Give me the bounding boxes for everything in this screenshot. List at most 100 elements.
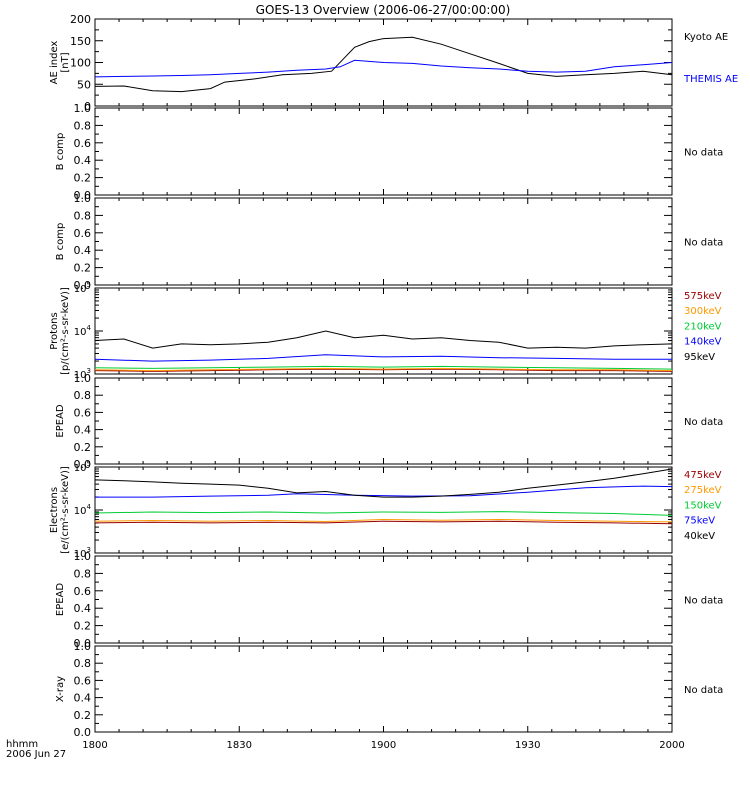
y-tick-label: 0.6 xyxy=(74,227,92,240)
no-data-label: No data xyxy=(684,596,723,607)
series-line-themis-ae xyxy=(95,59,672,78)
panel-frame xyxy=(94,377,673,465)
y-tick-label: 0.0 xyxy=(74,637,92,650)
y-tick-label: 1.0 xyxy=(74,550,92,563)
y-tick-label: 1.0 xyxy=(74,102,92,115)
y-tick-label: 0.8 xyxy=(74,389,92,402)
legend-label: 150keV xyxy=(684,500,722,511)
y-tick-label: 0.2 xyxy=(74,441,92,454)
y-tick-label: 1.0 xyxy=(74,192,92,205)
panel-xray: 0.0 0.2 0.4 0.6 0.8 1.0 X-ray No data xyxy=(55,640,723,739)
series-group xyxy=(95,330,672,372)
y-axis-label: AE index xyxy=(49,41,60,85)
panel-frame xyxy=(94,555,673,644)
y-tick-label: 0.6 xyxy=(74,137,92,150)
panel-epead1: 0.0 0.2 0.4 0.6 0.8 1.0 EPEAD No data xyxy=(55,372,723,471)
figure-title: GOES-13 Overview (2006-06-27/00:00:00) xyxy=(256,3,511,17)
y-tick-label: 0.0 xyxy=(74,726,92,739)
y-tick-label: 0.2 xyxy=(74,709,92,722)
y-tick-label: 100 xyxy=(70,57,91,70)
y-axis-label: B comp xyxy=(55,223,66,261)
y-tick-label: 0.4 xyxy=(74,692,92,705)
time-tick-label: 1900 xyxy=(371,740,396,751)
panel-epead2: 0.0 0.2 0.4 0.6 0.8 1.0 EPEAD No data xyxy=(55,550,723,650)
y-tick-exponent: 5 xyxy=(87,281,91,289)
legend-label: 140keV xyxy=(684,337,722,348)
series-line-210kev xyxy=(95,365,672,370)
series-line-300kev xyxy=(95,367,672,372)
y-tick-exponent: 3 xyxy=(87,546,91,554)
y-tick-label: 200 xyxy=(70,13,91,26)
y-tick-exponent: 4 xyxy=(87,503,92,511)
y-tick-label: 150 xyxy=(70,35,91,48)
series-line-kyoto-ae xyxy=(95,36,672,93)
y-tick-label: 0.0 xyxy=(74,279,92,292)
series-group xyxy=(95,468,672,525)
no-data-label: No data xyxy=(684,417,723,428)
panel-frame xyxy=(94,107,673,196)
y-tick-exponent: 4 xyxy=(87,324,92,332)
legend-label: 275keV xyxy=(684,485,722,496)
legend-label: 95keV xyxy=(684,352,715,363)
no-data-label: No data xyxy=(684,238,723,249)
y-tick-label: 0.2 xyxy=(74,172,92,185)
series-line-75kev xyxy=(95,485,672,498)
y-axis-label: [nT] xyxy=(60,52,71,72)
y-tick-exponent: 5 xyxy=(87,460,91,468)
y-tick-label: 0.8 xyxy=(74,209,92,222)
y-tick-label: 0.0 xyxy=(74,458,92,471)
y-axis-label: Protons xyxy=(49,312,60,349)
no-data-label: No data xyxy=(684,685,723,696)
y-tick-label: 0.0 xyxy=(74,189,92,202)
y-tick-label: 0.6 xyxy=(74,674,92,687)
y-tick-label: 0.4 xyxy=(74,602,92,615)
legend-label: 40keV xyxy=(684,531,715,542)
y-axis-label: X-ray xyxy=(55,676,66,702)
y-tick-label: 0.6 xyxy=(74,585,92,598)
series-line-140kev xyxy=(95,354,672,362)
legend-label: 575keV xyxy=(684,291,722,302)
series-line-150kev xyxy=(95,511,672,516)
legend-label: 475keV xyxy=(684,470,722,481)
y-tick-label: 1.0 xyxy=(74,640,92,653)
y-axis-label: EPEAD xyxy=(55,583,66,617)
time-tick-label: 1930 xyxy=(515,740,540,751)
y-axis-label: EPEAD xyxy=(55,404,66,438)
y-axis-label: [e/(cm²-s-sr-keV)] xyxy=(60,466,71,554)
no-data-label: No data xyxy=(684,148,723,159)
y-tick-label: 105 xyxy=(74,281,91,295)
y-tick-label: 50 xyxy=(77,78,91,91)
time-tick-label: 2000 xyxy=(659,740,684,751)
legend-label: THEMIS AE xyxy=(683,74,738,85)
panel-stack: 0 50 100 150 200 AE index [nT] Kyoto AE THEMIS A… xyxy=(49,13,738,739)
y-tick-label: 105 xyxy=(74,460,91,474)
panel-bcomp2: 0.0 0.2 0.4 0.6 0.8 1.0 B comp No data xyxy=(55,192,723,292)
y-tick-label: 104 xyxy=(74,503,92,517)
series-line-95kev xyxy=(95,330,672,349)
y-tick-label: 104 xyxy=(74,324,92,338)
legend-label: 75keV xyxy=(684,516,715,527)
y-axis-label: B comp xyxy=(55,133,66,171)
panel-frame xyxy=(94,645,673,733)
panel-frame xyxy=(94,466,673,554)
y-tick-exponent: 3 xyxy=(87,367,91,375)
time-tick-label: 1800 xyxy=(82,740,107,751)
y-tick-label: 0.2 xyxy=(74,620,92,633)
legend-label: 300keV xyxy=(684,306,722,317)
y-tick-label: 0.4 xyxy=(74,424,92,437)
series-line-40kev xyxy=(95,468,672,498)
y-axis-label: [p/(cm²-s-sr-keV)] xyxy=(60,287,71,375)
legend-label: Kyoto AE xyxy=(684,32,728,43)
series-line-475kev xyxy=(95,520,672,525)
y-tick-label: 0.4 xyxy=(74,244,92,257)
legend-label: 210keV xyxy=(684,321,722,332)
y-tick-label: 0.8 xyxy=(74,657,92,670)
y-tick-label: 0.2 xyxy=(74,262,92,275)
series-line-275kev xyxy=(95,518,672,523)
y-tick-label: 1.0 xyxy=(74,372,92,385)
series-line-575kev xyxy=(95,368,672,372)
y-tick-label: 0.8 xyxy=(74,567,92,580)
